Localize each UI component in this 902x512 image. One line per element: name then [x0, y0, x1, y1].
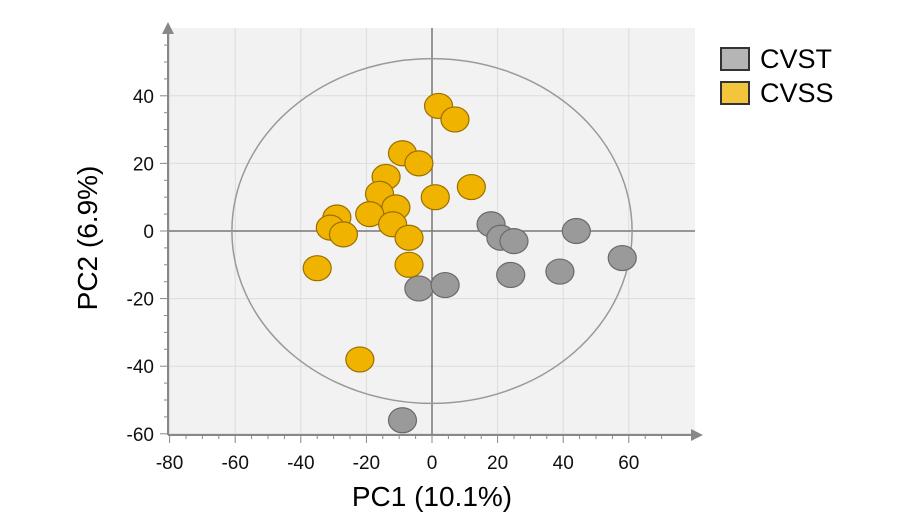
y-tick-label: 40 [133, 87, 154, 108]
data-point-cvss [394, 251, 424, 278]
legend-label-cvst: CVST [760, 43, 833, 74]
data-point-cvss [394, 224, 424, 251]
y-axis-arrow [162, 22, 174, 34]
data-point-cvss [420, 184, 450, 211]
data-point-cvss [345, 346, 375, 373]
data-point-cvss [440, 106, 470, 133]
x-tick-label: -40 [287, 453, 314, 474]
x-tick-label: 20 [487, 453, 508, 474]
y-axis-title: PC2 (6.9%) [72, 166, 103, 311]
data-point-cvss [328, 221, 359, 248]
y-tick-label: -60 [127, 425, 154, 446]
x-tick-label: -20 [353, 453, 380, 474]
data-point-cvss [302, 255, 332, 282]
x-tick-label: -80 [156, 453, 183, 474]
data-point-cvst [387, 407, 418, 434]
data-point-cvss [404, 150, 434, 177]
data-points [302, 92, 637, 434]
x-tick-label: 0 [427, 453, 438, 474]
data-point-cvst [496, 261, 526, 289]
axes [160, 22, 703, 443]
legend-item-cvst[interactable]: CVST [720, 42, 834, 76]
data-point-cvst [404, 275, 434, 302]
x-tick-label: 40 [553, 453, 574, 474]
legend-item-cvss[interactable]: CVSS [720, 76, 834, 110]
cvst-swatch [720, 47, 750, 71]
y-tick-label: 20 [133, 154, 154, 175]
cvss-swatch [720, 81, 750, 105]
data-point-cvss [456, 173, 486, 201]
legend-label-cvss: CVSS [760, 77, 834, 108]
x-axis-title: PC1 (10.1%) [352, 481, 512, 512]
data-point-cvst [561, 217, 591, 245]
y-tick-label: -40 [127, 357, 154, 378]
data-point-cvst [545, 258, 575, 285]
data-point-cvst [430, 271, 460, 299]
x-tick-label: -60 [221, 453, 248, 474]
x-tick-label: 60 [618, 453, 639, 474]
y-tick-label: 0 [143, 222, 154, 243]
confidence-ellipse [231, 57, 633, 405]
legend: CVST CVSS [720, 42, 834, 110]
data-point-cvst [499, 228, 529, 255]
y-tick-label: -20 [127, 290, 154, 311]
data-point-cvst [607, 244, 637, 272]
x-axis-arrow [691, 429, 703, 441]
